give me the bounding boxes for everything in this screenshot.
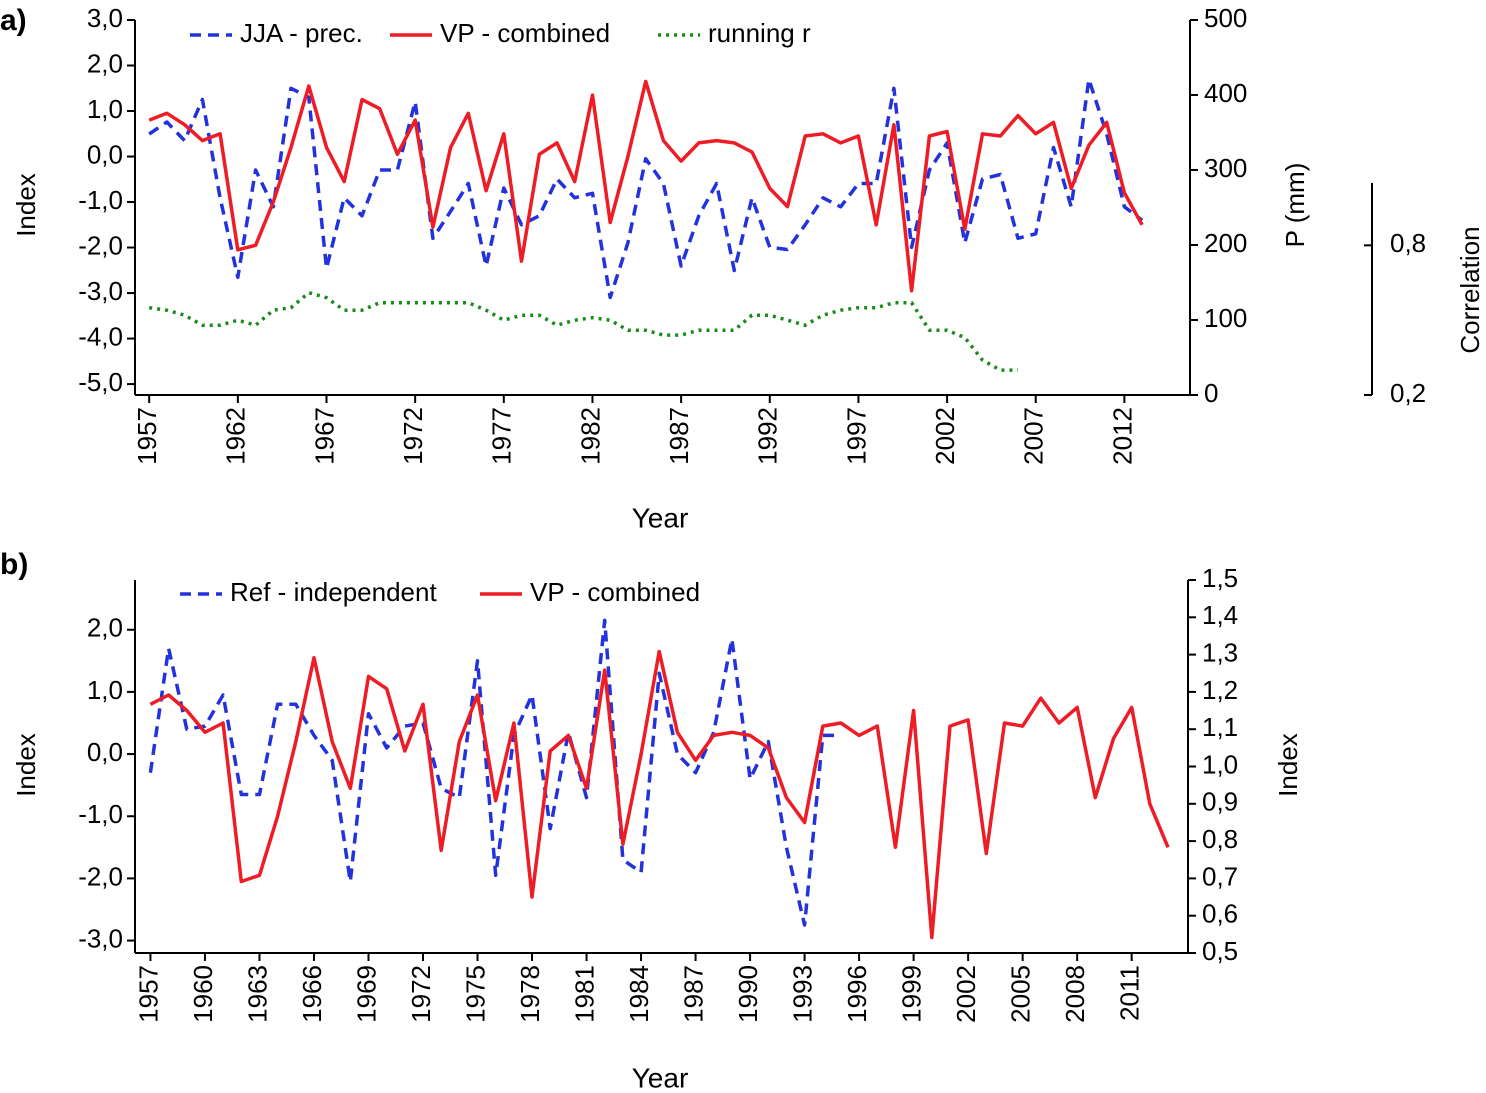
x-tick-label: 1967: [309, 407, 339, 465]
y-tick-label: -1,0: [78, 799, 123, 829]
y3-tick-label: 0,8: [1390, 228, 1426, 258]
y-tick-label: -2,0: [78, 861, 123, 891]
x-tick-label: 1981: [569, 965, 599, 1023]
x-tick-label: 1987: [664, 407, 694, 465]
y-tick-label: 1,0: [87, 675, 123, 705]
x-tick-label: 1992: [753, 407, 783, 465]
y2-tick-label: 0,6: [1202, 899, 1238, 929]
y2-tick-label: 1,2: [1202, 675, 1238, 705]
y-tick-label: -1,0: [78, 185, 123, 215]
y2-tick-label: 400: [1204, 78, 1247, 108]
x-tick-label: 2008: [1060, 965, 1090, 1023]
x-tick-label: 2011: [1115, 965, 1145, 1021]
y2-tick-label: 0,9: [1202, 787, 1238, 817]
y2-tick-label: 1,5: [1202, 563, 1238, 593]
y-tick-label: 1,0: [87, 94, 123, 124]
y3-axis-title: Correlation: [1455, 226, 1485, 353]
y2-tick-label: 0,7: [1202, 861, 1238, 891]
y2-tick-label: 0: [1204, 378, 1218, 408]
y-axis-title: Index: [11, 733, 41, 797]
y-tick-label: 0,0: [87, 139, 123, 169]
x-tick-label: 2005: [1006, 965, 1036, 1023]
y2-tick-label: 200: [1204, 228, 1247, 258]
x-tick-label: 1978: [515, 965, 545, 1023]
y3-tick-label: 0,2: [1390, 378, 1426, 408]
y-tick-label: -5,0: [78, 367, 123, 397]
x-tick-label: 2002: [951, 965, 981, 1023]
y2-axis-title: P (mm): [1280, 163, 1310, 248]
x-tick-label: 1960: [188, 965, 218, 1023]
x-tick-label: 2007: [1019, 407, 1049, 465]
series-line: [148, 77, 1144, 300]
legend-label: Ref - independent: [230, 577, 437, 607]
series-line: [148, 618, 841, 927]
y2-tick-label: 1,0: [1202, 749, 1238, 779]
x-tick-label: 1996: [842, 965, 872, 1023]
x-tick-label: 1963: [242, 965, 272, 1023]
y2-tick-label: 1,1: [1202, 712, 1238, 742]
x-tick-label: 1975: [460, 965, 490, 1023]
y-tick-label: -2,0: [78, 230, 123, 260]
y2-tick-label: 500: [1204, 3, 1247, 33]
x-axis-title: Year: [632, 1062, 689, 1093]
y2-tick-label: 0,5: [1202, 936, 1238, 966]
x-tick-label: 1993: [787, 965, 817, 1023]
series-line: [149, 649, 1170, 940]
y-axis-title: Index: [11, 173, 41, 237]
x-tick-label: 1990: [733, 965, 763, 1023]
y2-tick-label: 1,4: [1202, 600, 1238, 630]
y-tick-label: 2,0: [87, 48, 123, 78]
y-tick-label: -4,0: [78, 321, 123, 351]
y-tick-label: -3,0: [78, 276, 123, 306]
x-tick-label: 1999: [896, 965, 926, 1023]
legend-label: running r: [708, 18, 811, 48]
y2-axis-title: Index: [1273, 733, 1303, 797]
series-line: [148, 79, 1144, 293]
x-tick-label: 1966: [297, 965, 327, 1023]
y2-tick-label: 300: [1204, 153, 1247, 183]
x-tick-label: 1957: [133, 965, 163, 1023]
x-tick-label: 1962: [221, 407, 251, 465]
y-tick-label: 3,0: [87, 3, 123, 33]
x-tick-label: 2012: [1107, 407, 1137, 465]
panel-label: b): [0, 548, 28, 581]
y-tick-label: 2,0: [87, 613, 123, 643]
x-axis-title: Year: [632, 502, 689, 533]
x-tick-label: 1972: [398, 407, 428, 465]
y-tick-label: -3,0: [78, 923, 123, 953]
x-tick-label: 1957: [132, 407, 162, 465]
x-tick-label: 1987: [678, 965, 708, 1023]
x-tick-label: 1982: [575, 407, 605, 465]
x-tick-label: 1997: [841, 407, 871, 465]
x-tick-label: 1984: [624, 965, 654, 1023]
x-tick-label: 1972: [406, 965, 436, 1023]
series-line: [148, 290, 1018, 372]
x-tick-label: 1977: [487, 407, 517, 465]
x-tick-label: 1969: [351, 965, 381, 1023]
legend-label: VP - combined: [530, 577, 700, 607]
y2-tick-label: 0,8: [1202, 824, 1238, 854]
x-tick-label: 2002: [930, 407, 960, 465]
y2-tick-label: 100: [1204, 303, 1247, 333]
y-tick-label: 0,0: [87, 737, 123, 767]
y2-tick-label: 1,3: [1202, 637, 1238, 667]
legend-label: VP - combined: [440, 18, 610, 48]
panel-label: a): [0, 4, 27, 37]
legend-label: JJA - prec.: [240, 18, 363, 48]
